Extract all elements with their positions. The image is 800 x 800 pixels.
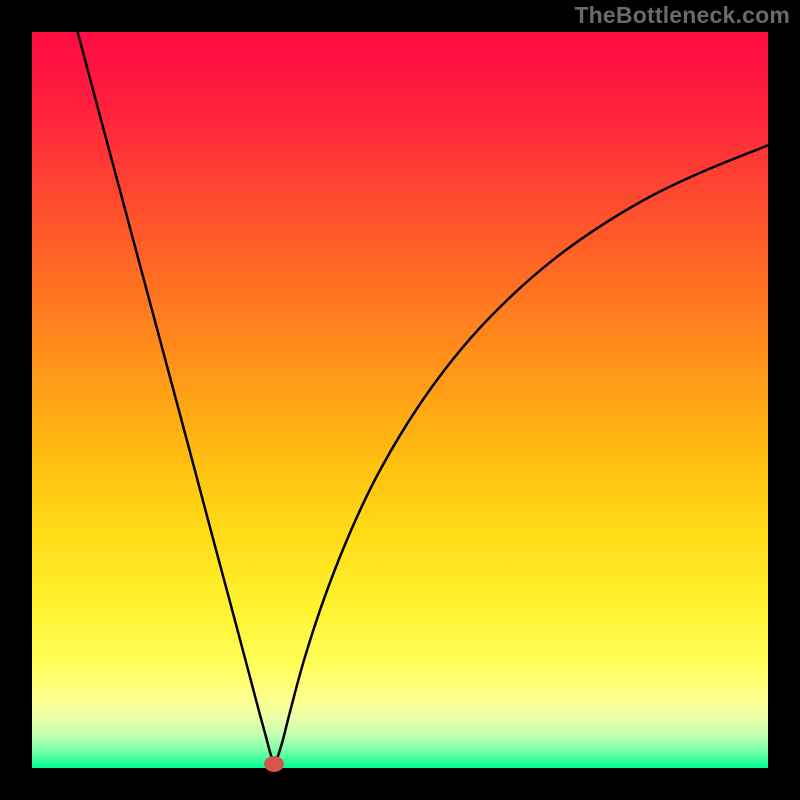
minimum-marker-dot <box>264 756 284 772</box>
chart-container: TheBottleneck.com <box>0 0 800 800</box>
watermark-text: TheBottleneck.com <box>574 2 790 29</box>
bottleneck-curve <box>32 32 768 768</box>
plot-area <box>32 32 768 768</box>
